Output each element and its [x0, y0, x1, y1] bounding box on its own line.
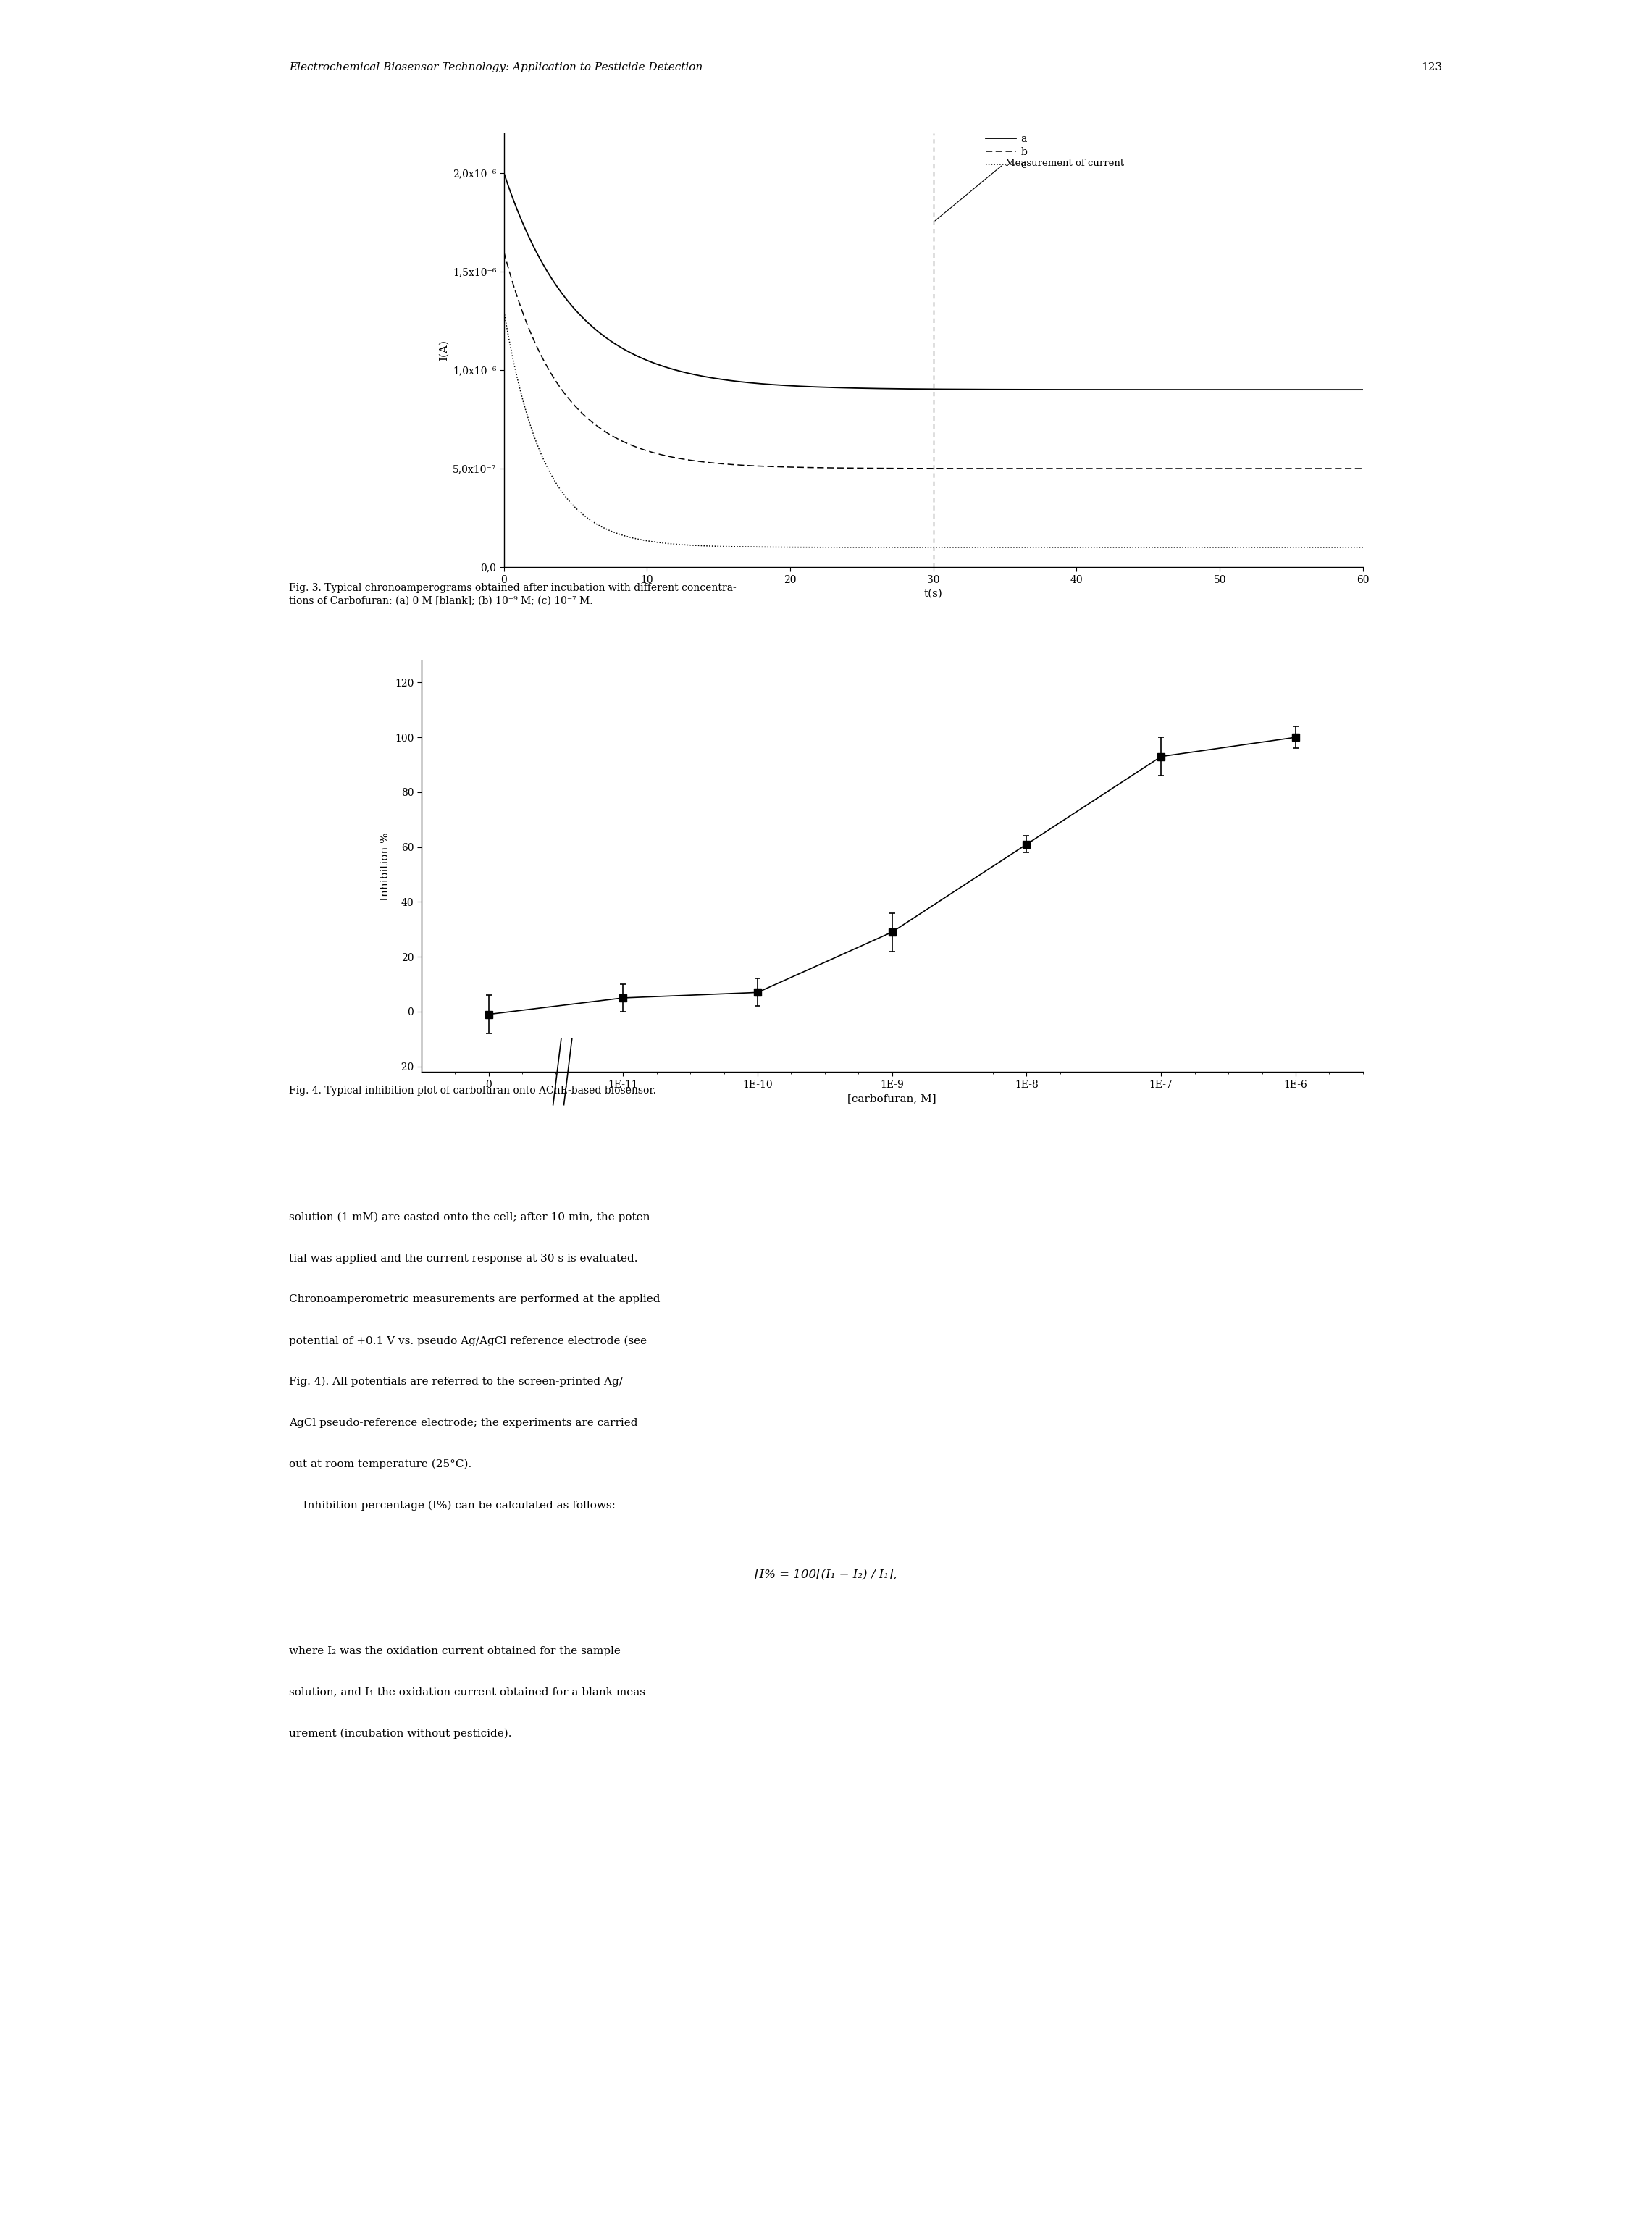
Text: Fig. 3. Typical chronoamperograms obtained after incubation with different conce: Fig. 3. Typical chronoamperograms obtain… [289, 583, 737, 607]
Text: tial was applied and the current response at 30 s is evaluated.: tial was applied and the current respons… [289, 1252, 638, 1263]
Legend: a, b, c: a, b, c [981, 129, 1031, 173]
Text: [I% = 100[(I₁ − I₂) / I₁],: [I% = 100[(I₁ − I₂) / I₁], [755, 1568, 897, 1581]
Text: AgCl pseudo-reference electrode; the experiments are carried: AgCl pseudo-reference electrode; the exp… [289, 1419, 638, 1428]
Y-axis label: Inhibition %: Inhibition % [380, 832, 390, 901]
Text: urement (incubation without pesticide).: urement (incubation without pesticide). [289, 1728, 512, 1739]
Text: Chronoamperometric measurements are performed at the applied: Chronoamperometric measurements are perf… [289, 1294, 661, 1305]
Text: potential of +0.1 V vs. pseudo Ag/AgCl reference electrode (see: potential of +0.1 V vs. pseudo Ag/AgCl r… [289, 1334, 648, 1346]
Text: out at room temperature (25°C).: out at room temperature (25°C). [289, 1459, 472, 1470]
Text: solution, and I₁ the oxidation current obtained for a blank meas-: solution, and I₁ the oxidation current o… [289, 1686, 649, 1697]
Y-axis label: I(A): I(A) [438, 340, 449, 360]
Text: 123: 123 [1421, 62, 1442, 73]
Text: Fig. 4. Typical inhibition plot of carbofuran onto AChE-based biosensor.: Fig. 4. Typical inhibition plot of carbo… [289, 1085, 656, 1096]
Text: Electrochemical Biosensor Technology: Application to Pesticide Detection: Electrochemical Biosensor Technology: Ap… [289, 62, 702, 73]
Text: solution (1 mM) are casted onto the cell; after 10 min, the poten-: solution (1 mM) are casted onto the cell… [289, 1212, 654, 1223]
Text: Measurement of current: Measurement of current [935, 158, 1123, 220]
Text: Inhibition percentage (I%) can be calculated as follows:: Inhibition percentage (I%) can be calcul… [289, 1499, 616, 1510]
Text: where I₂ was the oxidation current obtained for the sample: where I₂ was the oxidation current obtai… [289, 1646, 621, 1657]
Text: Fig. 4). All potentials are referred to the screen-printed Ag/: Fig. 4). All potentials are referred to … [289, 1377, 623, 1388]
X-axis label: t(s): t(s) [923, 589, 943, 598]
X-axis label: [carbofuran, M]: [carbofuran, M] [847, 1094, 937, 1103]
